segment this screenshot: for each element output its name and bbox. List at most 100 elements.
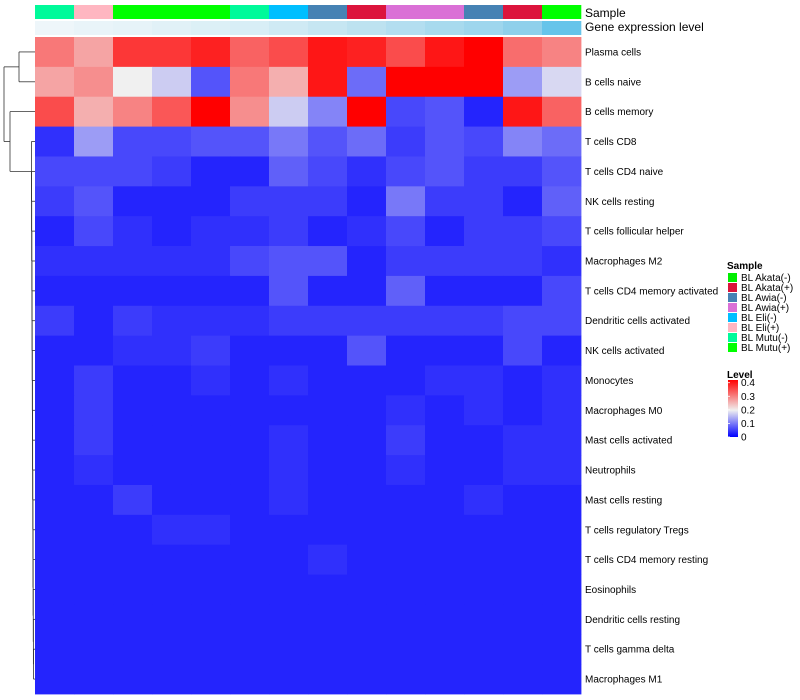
heatmap-cell [542,514,582,546]
heatmap-cell [191,275,231,307]
heatmap-cell [542,455,582,486]
heatmap-cell [35,96,75,127]
heatmap-cell [308,574,348,605]
heatmap-cell [113,365,153,396]
heatmap-cell [113,664,153,695]
heatmap-cell [347,66,387,98]
heatmap-cell [464,305,504,337]
heatmap-cell [347,37,387,68]
heatmap-cell [425,186,465,217]
heatmap-cell [269,186,309,217]
sample-annotation-cell [308,5,348,19]
sample-legend-swatch [728,273,737,282]
heatmap-cell [347,305,387,337]
heatmap-cell [464,186,504,217]
heatmap-cell [152,66,192,98]
heatmap-cell [35,186,75,217]
heatmap-cell [230,514,270,546]
heatmap-cell [542,604,582,635]
heatmap-cell [230,66,270,98]
level-legend-tick-label: 0 [741,433,747,444]
heatmap-cell [425,455,465,486]
heatmap-cell [230,216,270,247]
heatmap-cell [464,335,504,366]
heatmap-cell [308,335,348,366]
heatmap-cell [425,484,465,516]
heatmap-cell [464,574,504,605]
heatmap-cell [191,246,231,277]
heatmap-cell [230,275,270,307]
heatmap-cell [464,126,504,157]
heatmap-cell [74,365,114,396]
level-legend-tick-label: 0.1 [741,419,755,430]
heatmap-cell [152,484,192,516]
heatmap-cell [152,514,192,546]
heatmap-cell [269,275,309,307]
heatmap-cell [191,634,231,665]
heatmap-cell [74,37,114,68]
heatmap-cell [425,156,465,187]
heatmap-cell [464,664,504,695]
heatmap-cell [386,365,426,396]
sample-annotation-cell [191,5,231,19]
row-label: T cells regulatory Tregs [585,525,689,536]
heatmap-cell [542,186,582,217]
heatmap-cell [191,544,231,575]
heatmap-cell [113,455,153,486]
heatmap-cell [74,484,114,516]
sample-annotation-cell [386,5,426,19]
level-legend-tick-label: 0.2 [741,405,755,416]
heatmap-cell [503,425,543,456]
heatmap-cell [347,634,387,665]
expression-annotation-cell [113,21,153,35]
expression-annotation-cell [35,21,75,35]
heatmap-cell [386,246,426,277]
heatmap-cell [269,395,309,426]
heatmap-cell [113,96,153,127]
heatmap-cell [191,395,231,426]
heatmap-cell [74,126,114,157]
level-legend: Level 0.4 0.3 0.2 0.1 0 [727,370,755,444]
heatmap-cell [425,604,465,635]
sample-annotation-cell [425,5,465,19]
heatmap-cell [503,395,543,426]
heatmap-cell [230,604,270,635]
heatmap-cell [230,126,270,157]
heatmap-cell [74,544,114,575]
expression-annotation-cell [191,21,231,35]
heatmap-cell [542,156,582,187]
heatmap-cell [503,37,543,68]
heatmap-cell [230,365,270,396]
heatmap-cell [425,395,465,426]
heatmap-cell [191,365,231,396]
heatmap-cell [269,604,309,635]
heatmap-cell [152,664,192,695]
expression-annotation-cell [503,21,543,35]
heatmap-cell [74,604,114,635]
heatmap-cell [308,365,348,396]
heatmap-cell [503,96,543,127]
heatmap-cell [425,305,465,337]
heatmap-cell [35,544,75,575]
heatmap-cell [308,246,348,277]
sample-annotation-cell [74,5,114,19]
heatmap-cell [35,484,75,516]
heatmap-cell [464,634,504,665]
heatmap-cell [113,544,153,575]
heatmap-cell [74,574,114,605]
expression-annotation-cell [308,21,348,35]
heatmap-cell [269,544,309,575]
heatmap-cell [74,335,114,366]
heatmap-cell [308,66,348,98]
sample-annotation-cell [230,5,270,19]
heatmap-cell [74,455,114,486]
heatmap-cell [503,246,543,277]
heatmap-cell [386,126,426,157]
heatmap-cell [35,305,75,337]
heatmap-cell [191,514,231,546]
heatmap-cell [308,156,348,187]
heatmap-cell [74,514,114,546]
sample-annotation-cell [542,5,582,19]
row-label: T cells CD8 [585,137,637,148]
